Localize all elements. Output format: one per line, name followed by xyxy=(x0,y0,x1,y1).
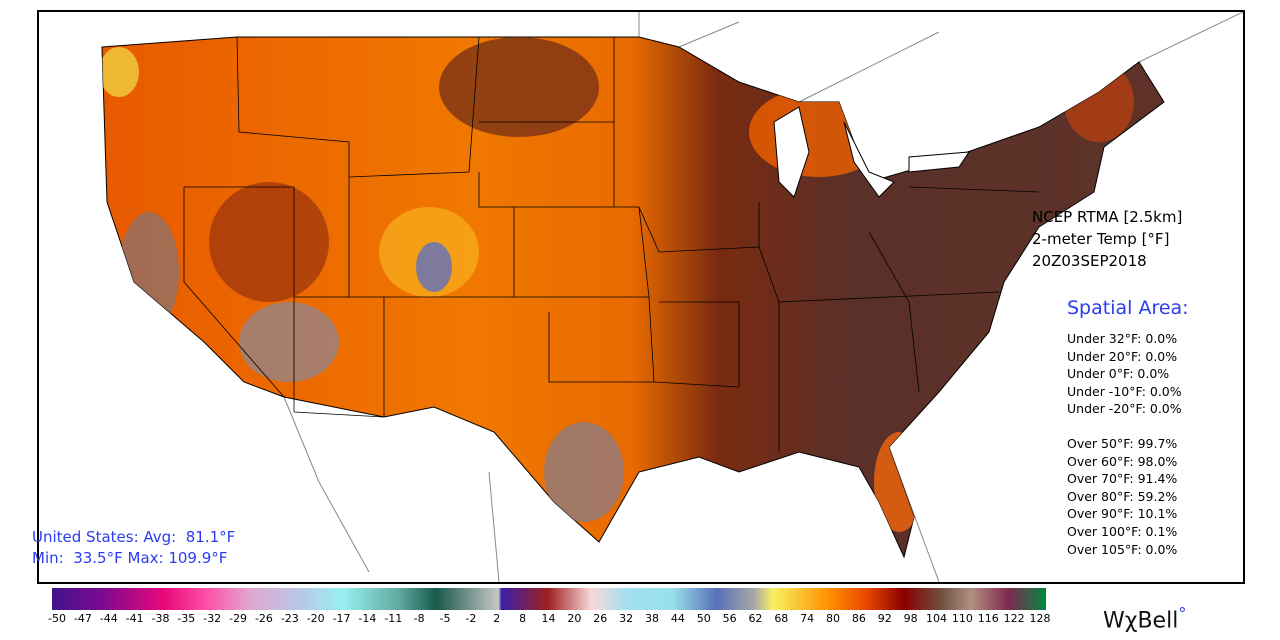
stat-under-20: Under 20°F: 0.0% xyxy=(1067,348,1178,364)
colorbar-tick-label: 92 xyxy=(877,612,892,625)
colorbar-tick-label: -26 xyxy=(254,612,273,625)
product-info: NCEP RTMA [2.5km] 2-meter Temp [°F] 20Z0… xyxy=(1032,206,1182,272)
colorbar-tick-label: -38 xyxy=(151,612,170,625)
colorbar-tick-label: -5 xyxy=(439,612,451,625)
colorbar-tick-label: -8 xyxy=(413,612,425,625)
colorbar-tick-label: 98 xyxy=(903,612,918,625)
colorbar-tick-label: -17 xyxy=(332,612,351,625)
colorbar-tick-label: 80 xyxy=(826,612,841,625)
colorbar-tick-label: 110 xyxy=(951,612,973,625)
colorbar-tick-label: 74 xyxy=(800,612,815,625)
colorbar-tick-label: 104 xyxy=(926,612,948,625)
spatial-area-title: Spatial Area: xyxy=(1067,297,1189,319)
logo-text: WχBell xyxy=(1103,608,1179,634)
stat-under-32: Under 32°F: 0.0% xyxy=(1067,331,1178,346)
colorbar-cold-segment xyxy=(52,588,672,610)
colorbar-tick-label: -2 xyxy=(465,612,477,625)
us-average: United States: Avg: 81.1°F xyxy=(32,528,236,546)
colorbar-tick-label: -14 xyxy=(358,612,377,625)
colorbar-tick-label: 14 xyxy=(541,612,556,625)
stat-over-50: Over 50°F: 99.7% xyxy=(1067,435,1178,451)
stat-under-0: Under 0°F: 0.0% xyxy=(1067,366,1170,382)
colorbar-tick-label: 26 xyxy=(593,612,608,625)
colorbar-warm-segment xyxy=(672,588,1046,610)
colorbar-tick-label: -35 xyxy=(177,612,196,625)
great-lakes xyxy=(773,106,970,198)
colorbar-tick-label: 68 xyxy=(774,612,789,625)
colorbar-tick-label: 62 xyxy=(748,612,763,625)
colorbar-tick-label: -47 xyxy=(73,612,92,625)
colorbar-tick-label: 50 xyxy=(696,612,711,625)
colorbar-tick-label: -23 xyxy=(280,612,299,625)
us-min-max: Min: 33.5°F Max: 109.9°F xyxy=(32,549,228,567)
colorbar-tick-label: -44 xyxy=(99,612,118,625)
colorbar-tick-label: 38 xyxy=(644,612,659,625)
valid-time: 20Z03SEP2018 xyxy=(1032,252,1147,270)
spatial-stats: Under 32°F: 0.0% Under 20°F: 0.0% Under … xyxy=(1067,330,1182,558)
stat-over-80: Over 80°F: 59.2% xyxy=(1067,488,1178,504)
logo-mark: ° xyxy=(1178,604,1187,623)
colorbar-tick-label: 128 xyxy=(1029,612,1051,625)
colorbar-tick-label: -20 xyxy=(306,612,325,625)
stat-over-60: Over 60°F: 98.0% xyxy=(1067,453,1178,469)
colorbar-tick-label: 86 xyxy=(851,612,866,625)
colorbar-tick-label: 20 xyxy=(567,612,582,625)
colorbar-tick-label: -50 xyxy=(48,612,66,625)
colorbar-tick-label: 2 xyxy=(493,612,501,625)
map-frame xyxy=(37,10,1245,584)
colorbar-tick-label: 56 xyxy=(722,612,737,625)
stat-over-105: Over 105°F: 0.0% xyxy=(1067,541,1178,557)
colorbar-tick-label: -41 xyxy=(125,612,144,625)
stat-under-neg20: Under -20°F: 0.0% xyxy=(1067,401,1182,417)
stat-over-100: Over 100°F: 0.1% xyxy=(1067,523,1178,539)
colorbar-tick-label: 116 xyxy=(977,612,999,625)
stat-under-neg10: Under -10°F: 0.0% xyxy=(1067,383,1182,399)
colorbar-tick-label: 122 xyxy=(1003,612,1025,625)
land-outlines xyxy=(283,12,1243,582)
stat-over-90: Over 90°F: 10.1% xyxy=(1067,506,1178,522)
colorbar-tick-label: -11 xyxy=(384,612,403,625)
colorbar-tick-label: 44 xyxy=(670,612,685,625)
product-name: NCEP RTMA [2.5km] xyxy=(1032,208,1183,226)
temperature-map xyxy=(101,12,1243,582)
wxbell-logo: WχBell° xyxy=(1103,604,1186,633)
state-borders xyxy=(183,36,1040,452)
colorbar-tick-label: -29 xyxy=(229,612,248,625)
colorbar xyxy=(52,588,1046,610)
stat-over-70: Over 70°F: 91.4% xyxy=(1067,471,1178,487)
colorbar-tick-label: 32 xyxy=(619,612,634,625)
us-summary: United States: Avg: 81.1°F Min: 33.5°F Ma… xyxy=(32,527,235,569)
colorbar-tick-label: 8 xyxy=(519,612,527,625)
colorbar-ticks: -50 -47 -44 -41 -38 -35 -32 -29 -26 -23 -20 -17 -14-… xyxy=(0,612,1280,628)
colorbar-tick-label: -32 xyxy=(203,612,222,625)
variable-name: 2-meter Temp [°F] xyxy=(1032,230,1170,248)
